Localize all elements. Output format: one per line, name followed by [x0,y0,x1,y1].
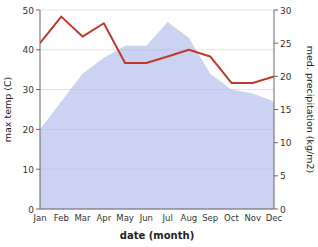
tick-label: Nov [244,213,261,223]
tick-label: Jun [139,213,153,223]
tick-mark [36,10,40,11]
y-axis-title: max temp (C) [2,77,13,143]
tick-label: 30 [280,6,292,16]
tick-mark [36,49,40,50]
tick-mark [274,43,278,44]
tick-label: Mar [75,213,92,223]
tick-label: 30 [23,85,35,95]
tick-label: 10 [280,138,292,148]
tick-label: 10 [23,165,35,175]
grid-line [40,209,274,210]
tick-label: Apr [96,213,111,223]
line [40,17,274,83]
y2-axis-title: med. precipitation (kg/m2) [305,46,316,173]
tick-mark [274,209,278,210]
tick-label: 5 [280,171,286,181]
x-axis [40,209,274,210]
tick-label: Jul [162,213,173,223]
y-axis [40,10,41,209]
tick-mark [274,10,278,11]
x-axis-title: date (month) [120,230,194,241]
chart: 01020304050051015202530JanFebMarAprMayJu… [0,0,318,247]
tick-mark [274,142,278,143]
tick-label: Aug [181,213,198,223]
tick-label: May [116,213,134,223]
tick-mark [36,209,40,210]
tick-label: Feb [54,213,69,223]
tick-label: 50 [23,6,35,16]
grid-line [40,10,274,11]
tick-label: 20 [23,125,35,135]
tick-label: Sep [202,213,218,223]
tick-mark [274,76,278,77]
tick-mark [36,169,40,170]
tick-label: Jan [32,213,46,223]
tick-label: 40 [23,45,35,55]
y2-axis [274,10,275,209]
tick-mark [36,89,40,90]
tick-label: 15 [280,105,291,115]
plot-area [40,17,274,209]
tick-mark [36,129,40,130]
tick-label: Oct [224,213,239,223]
tick-mark [274,109,278,110]
tick-mark [274,175,278,176]
tick-label: Dec [266,213,283,223]
area [40,22,274,209]
tick-label: 25 [280,39,291,49]
tick-label: 20 [280,72,292,82]
